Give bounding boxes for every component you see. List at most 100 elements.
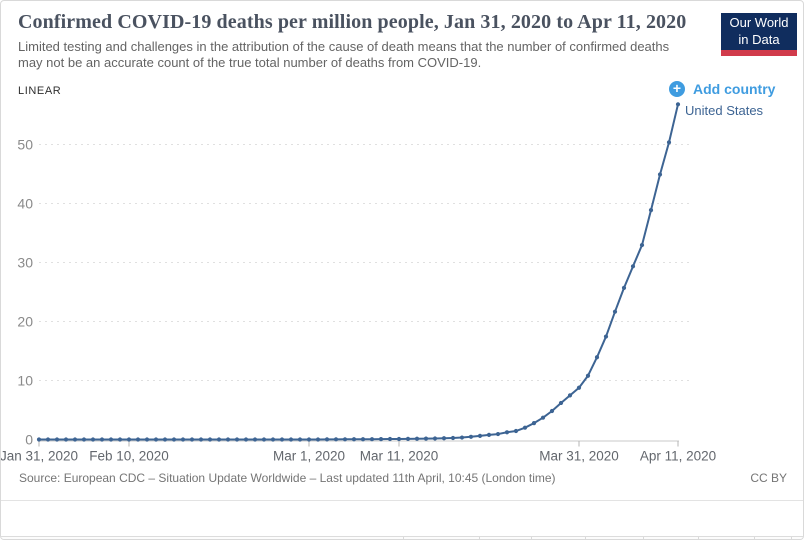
data-point[interactable] bbox=[54, 437, 60, 442]
data-point[interactable] bbox=[423, 436, 429, 441]
data-point[interactable] bbox=[450, 435, 456, 441]
data-point[interactable] bbox=[252, 437, 258, 442]
data-point[interactable] bbox=[567, 393, 573, 398]
data-point[interactable] bbox=[207, 437, 213, 442]
data-point[interactable] bbox=[504, 430, 510, 435]
data-point[interactable] bbox=[522, 425, 528, 430]
data-point[interactable] bbox=[72, 437, 78, 442]
data-point[interactable] bbox=[81, 437, 87, 442]
data-point[interactable] bbox=[594, 355, 600, 360]
bottom-strip-separator bbox=[643, 537, 644, 539]
add-country-label: Add country bbox=[693, 81, 776, 97]
x-axis-tick-label: Mar 31, 2020 bbox=[539, 449, 619, 464]
data-point[interactable] bbox=[648, 207, 654, 213]
data-point[interactable] bbox=[261, 437, 267, 442]
data-point[interactable] bbox=[117, 437, 123, 442]
add-country-button[interactable]: + Add country bbox=[669, 81, 775, 97]
bottom-strip-separator bbox=[479, 537, 480, 539]
data-point[interactable] bbox=[108, 437, 114, 442]
data-point[interactable] bbox=[45, 437, 51, 442]
data-point[interactable] bbox=[333, 437, 339, 442]
data-point[interactable] bbox=[324, 437, 330, 442]
data-point[interactable] bbox=[585, 373, 591, 378]
source-text: Source: European CDC – Situation Update … bbox=[19, 471, 556, 485]
data-point[interactable] bbox=[162, 437, 168, 442]
data-point[interactable] bbox=[630, 264, 636, 269]
data-point[interactable] bbox=[135, 437, 141, 442]
y-axis-tick-label: 20 bbox=[17, 314, 33, 330]
timeline-bar: Dec 31, 2019 Apr 11, 2020 bbox=[1, 501, 803, 536]
bottom-strip-separator bbox=[403, 537, 404, 539]
series-label-united-states: United States bbox=[685, 103, 764, 118]
data-point[interactable] bbox=[270, 437, 276, 442]
bottom-strip-separator bbox=[531, 537, 532, 539]
data-point[interactable] bbox=[621, 285, 627, 290]
data-point[interactable] bbox=[414, 436, 420, 441]
data-point[interactable] bbox=[216, 437, 222, 442]
data-point[interactable] bbox=[297, 437, 303, 442]
data-point[interactable] bbox=[279, 437, 285, 442]
data-point[interactable] bbox=[36, 437, 42, 442]
data-point[interactable] bbox=[63, 437, 69, 442]
data-point[interactable] bbox=[396, 436, 402, 442]
y-axis-tick-label: 30 bbox=[17, 255, 33, 271]
data-point[interactable] bbox=[90, 437, 96, 442]
data-point[interactable] bbox=[603, 334, 609, 339]
data-point[interactable] bbox=[639, 242, 645, 248]
bottom-divider bbox=[1, 536, 803, 537]
data-point[interactable] bbox=[558, 400, 564, 406]
data-point[interactable] bbox=[441, 436, 447, 441]
data-point[interactable] bbox=[657, 172, 663, 177]
data-point[interactable] bbox=[198, 437, 204, 442]
data-point[interactable] bbox=[189, 437, 195, 442]
data-point[interactable] bbox=[225, 437, 231, 442]
data-point[interactable] bbox=[144, 437, 150, 442]
data-point[interactable] bbox=[243, 437, 249, 442]
data-point[interactable] bbox=[342, 437, 348, 442]
data-point[interactable] bbox=[540, 415, 546, 420]
data-point[interactable] bbox=[486, 432, 492, 437]
data-point[interactable] bbox=[234, 437, 240, 442]
data-point[interactable] bbox=[405, 436, 411, 441]
chart-subtitle: Limited testing and challenges in the at… bbox=[18, 39, 670, 70]
license-text[interactable]: CC BY bbox=[750, 471, 787, 485]
data-point[interactable] bbox=[459, 435, 465, 440]
data-point[interactable] bbox=[612, 309, 618, 314]
data-point[interactable] bbox=[495, 431, 501, 437]
data-point[interactable] bbox=[99, 437, 105, 442]
data-point[interactable] bbox=[549, 408, 555, 414]
data-point[interactable] bbox=[288, 437, 294, 442]
data-point[interactable] bbox=[666, 140, 672, 145]
x-axis-tick-label: Jan 31, 2020 bbox=[1, 449, 78, 464]
data-point[interactable] bbox=[315, 437, 321, 442]
owid-logo-line2: in Data bbox=[738, 31, 780, 47]
data-point[interactable] bbox=[378, 437, 384, 442]
data-point[interactable] bbox=[360, 437, 366, 442]
data-point[interactable] bbox=[180, 437, 186, 442]
data-point[interactable] bbox=[513, 428, 519, 434]
series-line[interactable] bbox=[39, 104, 679, 441]
owid-logo-line1: Our World bbox=[729, 15, 789, 31]
scale-toggle-linear[interactable]: LINEAR bbox=[18, 85, 62, 97]
data-point[interactable] bbox=[306, 437, 312, 442]
y-axis-tick-label: 40 bbox=[17, 196, 33, 212]
data-point[interactable] bbox=[153, 437, 159, 442]
data-point[interactable] bbox=[171, 437, 177, 442]
x-axis-tick-label: Mar 11, 2020 bbox=[360, 449, 439, 464]
data-point[interactable] bbox=[351, 437, 357, 442]
footer-divider bbox=[1, 500, 803, 501]
bottom-strip-separator bbox=[585, 537, 586, 539]
data-point[interactable] bbox=[468, 434, 474, 439]
data-point[interactable] bbox=[126, 437, 132, 442]
data-point[interactable] bbox=[675, 102, 681, 107]
y-axis-tick-label: 50 bbox=[17, 137, 33, 153]
data-point[interactable] bbox=[387, 436, 393, 442]
data-point[interactable] bbox=[531, 421, 537, 426]
data-point[interactable] bbox=[477, 433, 483, 438]
data-point[interactable] bbox=[576, 385, 582, 390]
owid-logo[interactable]: Our World in Data bbox=[721, 13, 797, 56]
data-point[interactable] bbox=[369, 437, 375, 442]
data-point[interactable] bbox=[432, 436, 438, 441]
